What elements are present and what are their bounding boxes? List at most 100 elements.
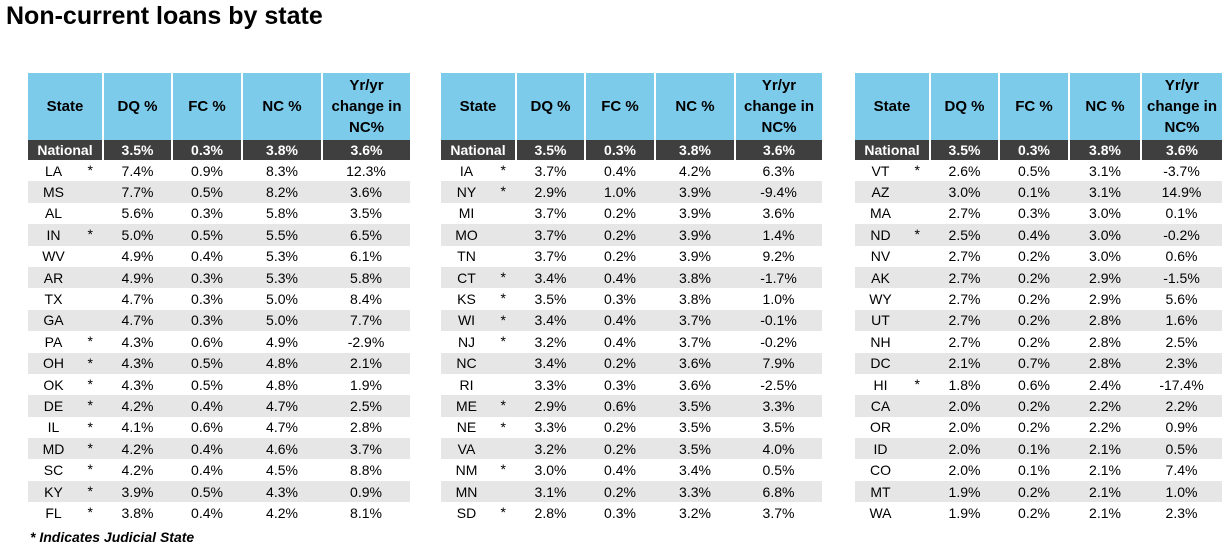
value-cell: -0.2% (1141, 224, 1222, 246)
state-code: WI (457, 312, 476, 329)
judicial-mark: * (87, 504, 93, 521)
state-cell: PA * (28, 331, 103, 352)
value-cell: 3.7% (534, 205, 567, 222)
state-cell: MI (441, 203, 516, 224)
value-cell: 2.8% (534, 504, 567, 521)
value-cell: 0.3% (172, 309, 242, 332)
value-cell: 0.2% (999, 266, 1069, 289)
value-cell: 4.2% (679, 162, 711, 179)
value-cell: 0.7% (999, 352, 1069, 374)
state-cell: DC (855, 352, 930, 374)
value-cell: -17.4% (1159, 376, 1204, 393)
value-cell: 2.1% (1069, 438, 1141, 460)
value-cell: -2.9% (347, 333, 385, 350)
judicial-mark: * (87, 226, 93, 243)
state-code: MI (458, 205, 475, 222)
value-cell: 0.5% (191, 376, 223, 393)
state-cell: NV (855, 246, 930, 267)
national-cell: 0.3% (584, 140, 655, 160)
data-table: State DQ % FC % NC % Yr/yr change in NC% Nati… (441, 73, 822, 524)
state-row: MA 2.7% 0.3% 3.0% 0.1% (855, 203, 1222, 224)
state-cell: NM * (441, 459, 516, 480)
judicial-mark: * (87, 482, 93, 499)
state-code: IA (459, 162, 474, 179)
value-cell: 5.3% (266, 248, 298, 265)
column-header: FC % (171, 73, 242, 140)
value-cell: 6.1% (350, 248, 382, 265)
state-code: AK (871, 269, 890, 286)
value-cell: 2.1% (1069, 480, 1141, 503)
value-cell: 6.8% (735, 480, 822, 503)
state-row: NJ * 3.2% 0.4% 3.7% -0.2% (441, 331, 822, 352)
state-code: NY (456, 184, 477, 201)
value-cell: 2.1% (1089, 504, 1121, 521)
value-cell: 2.2% (1141, 395, 1222, 417)
state-code: RI (459, 376, 474, 393)
value-cell: -1.5% (1141, 266, 1222, 289)
state-cell: SC * (28, 459, 103, 480)
value-cell: 8.4% (350, 291, 382, 308)
state-cell: OK * (28, 374, 103, 395)
state-code: CO (870, 462, 891, 479)
national-cell: 3.8% (241, 140, 322, 160)
state-code: ID (873, 440, 888, 457)
value-cell: 3.7% (516, 224, 585, 246)
value-cell: 2.7% (948, 205, 981, 222)
state-row: RI 3.3% 0.3% 3.6% -2.5% (441, 374, 822, 395)
value-cell: 4.7% (103, 309, 172, 332)
state-cell: WY (855, 288, 930, 309)
value-cell: 0.5% (172, 224, 242, 246)
state-row: LA * 7.4% 0.9% 8.3% 12.3% (28, 160, 410, 181)
value-cell: 0.2% (999, 480, 1069, 503)
value-cell: 3.6% (655, 352, 735, 374)
national-cell: National (28, 140, 103, 160)
state-row: NE * 3.3% 0.2% 3.5% 3.5% (441, 417, 822, 438)
value-cell: 5.0% (242, 309, 322, 332)
value-cell: 3.2% (534, 333, 567, 350)
value-cell: 0.4% (604, 162, 636, 179)
state-code: IL (47, 419, 60, 436)
value-cell: 2.1% (1089, 462, 1121, 479)
value-cell: 2.8% (1069, 309, 1141, 332)
state-cell: NY * (441, 181, 516, 203)
state-code: NC (456, 355, 477, 372)
value-cell: 0.2% (585, 480, 655, 503)
value-cell: 0.9% (191, 162, 223, 179)
value-cell: 0.2% (585, 352, 655, 374)
judicial-mark: * (500, 333, 506, 350)
state-code: HI (873, 376, 888, 393)
value-cell: 2.2% (1089, 419, 1121, 436)
title: Non-current loans by state (6, 2, 323, 30)
state-row: FL * 3.8% 0.4% 4.2% 8.1% (28, 502, 410, 523)
footnote: * Indicates Judicial State (30, 529, 195, 545)
state-row: GA 4.7% 0.3% 5.0% 7.7% (28, 309, 410, 332)
value-cell: 3.9% (679, 248, 711, 265)
value-cell: 4.9% (103, 266, 172, 289)
value-cell: 2.9% (516, 395, 585, 417)
value-cell: 4.0% (735, 438, 822, 460)
judicial-mark: * (87, 333, 93, 350)
value-cell: 3.7% (762, 504, 795, 521)
judicial-mark: * (87, 375, 93, 392)
value-cell: 1.0% (1141, 480, 1222, 503)
value-cell: 5.6% (121, 205, 154, 222)
value-cell: 3.0% (930, 181, 999, 203)
value-cell: 0.4% (191, 462, 223, 479)
state-row: MT 1.9% 0.2% 2.1% 1.0% (855, 480, 1222, 503)
state-cell: IL * (28, 417, 103, 438)
value-cell: 0.2% (585, 438, 655, 460)
value-cell: 3.9% (679, 205, 711, 222)
state-cell: AZ (855, 181, 930, 203)
value-cell: 4.8% (266, 376, 298, 393)
state-row: CO 2.0% 0.1% 2.1% 7.4% (855, 459, 1222, 480)
state-code: MS (43, 184, 64, 201)
value-cell: 4.2% (103, 395, 172, 417)
column-header: DQ % (102, 73, 172, 140)
state-row: AR 4.9% 0.3% 5.3% 5.8% (28, 266, 410, 289)
state-code: DC (870, 355, 891, 372)
value-cell: 1.9% (948, 504, 981, 521)
value-cell: 0.2% (1018, 291, 1050, 308)
column-header: NC % (241, 73, 322, 140)
state-cell: AK (855, 266, 930, 289)
data-table: State DQ % FC % NC % Yr/yr change in NC% Nati… (855, 73, 1222, 524)
